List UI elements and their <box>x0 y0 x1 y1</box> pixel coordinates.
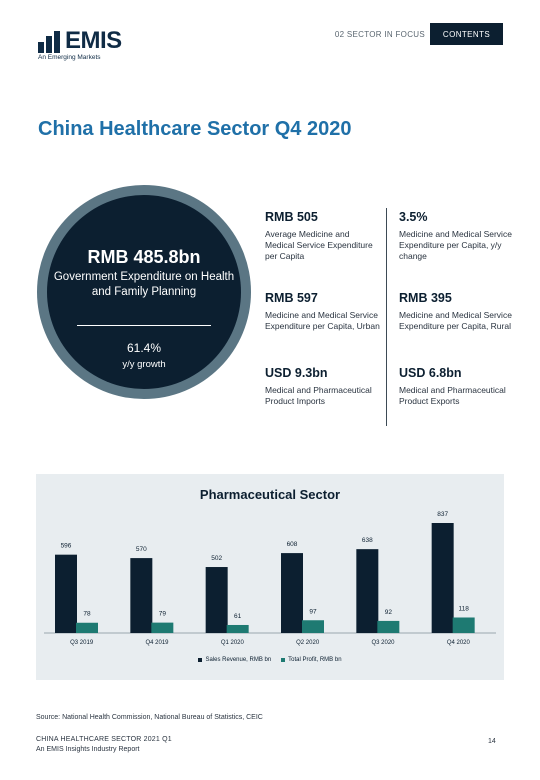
stat-description: Medicine and Medical Service Expenditure… <box>265 310 380 331</box>
data-label: 78 <box>83 611 91 618</box>
stats-divider <box>386 208 387 426</box>
section-label: 02 SECTOR IN FOCUS <box>334 30 425 39</box>
data-label: 596 <box>61 543 72 550</box>
bar-total-profit <box>226 624 249 633</box>
stat-description: Medicine and Medical Service Expenditure… <box>399 310 512 331</box>
footer-report-subtitle: An EMIS Insights Industry Report <box>36 746 140 753</box>
contents-button[interactable]: CONTENTS <box>430 23 503 45</box>
chart-canvas: 596 78 Q3 2019 570 79 Q4 2019 502 61 Q1 2020 608 9… <box>44 511 496 646</box>
stat-value: USD 9.3bn <box>265 366 328 380</box>
stat-value: USD 6.8bn <box>399 366 462 380</box>
circle-label: Government Expenditure on Health and Fam… <box>53 271 235 298</box>
stat-description: Medical and Pharmaceutical Product Impor… <box>265 385 372 406</box>
bar-total-profit <box>302 620 324 633</box>
logo-text: EMIS <box>65 27 122 54</box>
bar-sales-revenue <box>55 554 77 633</box>
bar-total-profit <box>76 622 98 633</box>
bar-total-profit <box>452 617 475 633</box>
circle-growth-value: 61.4% <box>126 341 162 355</box>
legend-label: Sales Revenue, RMB bn <box>205 657 272 663</box>
chart-legend: Sales Revenue, RMB bn Total Profit, RMB … <box>36 657 504 663</box>
stat-imports: USD 9.3bn Medical and Pharmaceutical Pro… <box>265 366 381 407</box>
bar-total-profit <box>151 622 174 633</box>
bar-sales-revenue <box>356 549 379 633</box>
data-label: 118 <box>458 605 469 612</box>
data-label: 638 <box>362 537 373 544</box>
stat-yy-change: 3.5% Medicine and Medical Service Expend… <box>399 210 515 262</box>
page-title: China Healthcare Sector Q4 2020 <box>38 118 352 140</box>
page-number: 14 <box>488 738 496 745</box>
circle-value: RMB 485.8bn <box>87 247 201 267</box>
x-tick-label: Q1 2020 <box>221 640 245 646</box>
circle-growth-label: y/y growth <box>122 359 166 370</box>
bar-sales-revenue <box>281 553 303 633</box>
x-tick-label: Q3 2020 <box>371 640 395 646</box>
stat-exports: USD 6.8bn Medical and Pharmaceutical Pro… <box>399 366 515 407</box>
data-label: 608 <box>287 541 298 548</box>
stat-value: 3.5% <box>399 210 428 224</box>
bar-sales-revenue <box>205 567 228 633</box>
stat-description: Medical and Pharmaceutical Product Expor… <box>399 385 506 406</box>
data-label: 97 <box>309 608 317 615</box>
chart-title: Pharmaceutical Sector <box>199 487 341 502</box>
emis-logo: EMIS An Emerging Markets <box>38 28 148 64</box>
stat-urban: RMB 597 Medicine and Medical Service Exp… <box>265 291 381 332</box>
data-label: 837 <box>437 511 448 518</box>
footer-report-title: CHINA HEALTHCARE SECTOR 2021 Q1 <box>36 736 172 743</box>
data-label: 92 <box>385 609 393 616</box>
logo-mark-icon <box>38 31 62 53</box>
bar-total-profit <box>377 620 400 633</box>
circle-divider <box>77 325 211 326</box>
x-tick-label: Q4 2020 <box>447 640 471 646</box>
logo-tagline: An Emerging Markets <box>38 54 101 61</box>
legend-swatch-sales <box>198 658 203 662</box>
x-tick-label: Q2 2020 <box>296 640 320 646</box>
legend-item-sales: Sales Revenue, RMB bn <box>198 657 271 663</box>
x-tick-label: Q4 2019 <box>145 640 169 646</box>
data-label: 79 <box>159 611 167 618</box>
legend-item-profit: Total Profit, RMB bn <box>281 657 342 663</box>
stat-description: Average Medicine and Medical Service Exp… <box>265 229 373 261</box>
stat-value: RMB 395 <box>399 291 452 305</box>
legend-swatch-profit <box>281 658 286 662</box>
stat-value: RMB 597 <box>265 291 318 305</box>
stat-description: Medicine and Medical Service Expenditure… <box>399 229 512 261</box>
stat-rural: RMB 395 Medicine and Medical Service Exp… <box>399 291 515 332</box>
legend-label: Total Profit, RMB bn <box>288 657 342 663</box>
source-note: Source: National Health Commission, Nati… <box>36 714 263 721</box>
x-tick-label: Q3 2019 <box>70 640 94 646</box>
data-label: 570 <box>136 546 147 553</box>
data-label: 502 <box>211 555 222 562</box>
bar-sales-revenue <box>130 558 153 633</box>
data-label: 61 <box>234 613 242 620</box>
bar-sales-revenue <box>431 523 454 633</box>
pharmaceutical-chart: 596 78 Q3 2019 570 79 Q4 2019 502 61 Q1 2020 608 9… <box>36 474 504 680</box>
circle-core <box>47 195 241 389</box>
stat-value: RMB 505 <box>265 210 318 224</box>
stat-avg-expenditure: RMB 505 Average Medicine and Medical Ser… <box>265 210 381 262</box>
